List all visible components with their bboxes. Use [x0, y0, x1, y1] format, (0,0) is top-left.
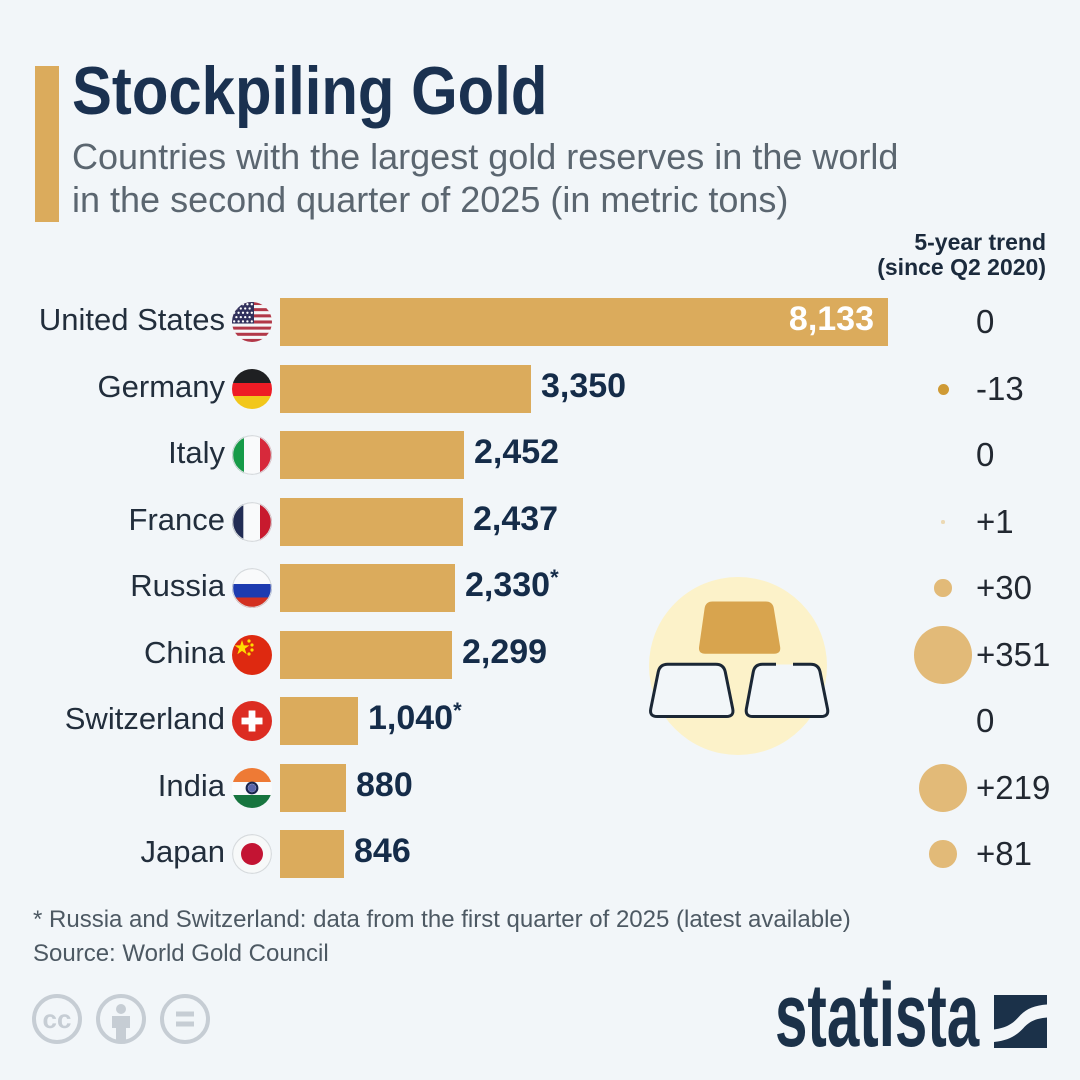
svg-text:cc: cc — [43, 1004, 72, 1034]
